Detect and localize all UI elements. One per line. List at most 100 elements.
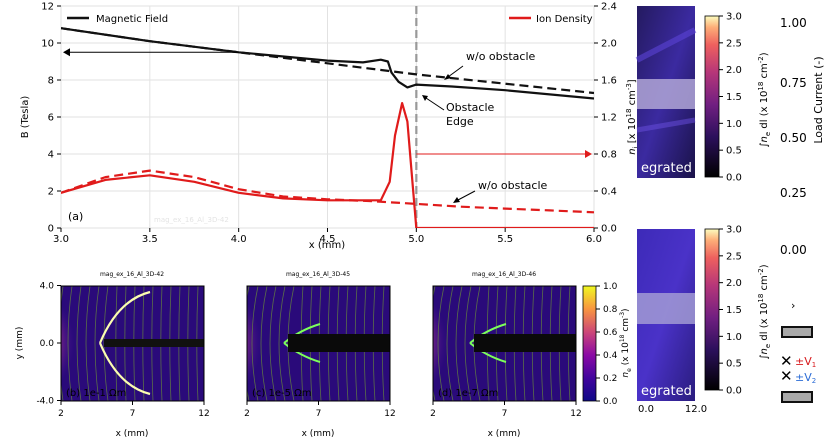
strip-cb-top-tick-label-3: 1.5 [726,92,742,103]
map-obstacle-c [288,334,390,352]
pointer-wo-bottom-head [453,197,460,203]
map-x-tick-label-2-0: 2 [430,409,436,419]
cb1-exp: 18 [619,334,626,342]
map-cb-tick-label-1: 0.2 [603,374,617,384]
ylabel-right-exp: 18 [625,109,633,118]
arrow-b-axis-head [63,48,70,57]
strip-cb-bottom-tick-label-1: 0.5 [726,359,742,370]
y-left-tick-label-6: 12 [41,2,54,13]
map-panel-b: mag_ex_16_Al_3D-42 (b) 1e-1 Ωm [60,271,205,402]
strip-cb-top-tick-label-0: 0.0 [726,173,742,184]
map-shock-upper-c [283,323,321,344]
map-x-tick-label-2-1: 7 [502,409,508,419]
circuit-cross-1-icon: ✕ [780,352,793,370]
pointer-wo-top-head [444,74,451,80]
circuit-v1-text: ±V [795,355,812,368]
y-left-tick-label-3: 6 [48,113,54,124]
cb2b-close: ) [759,264,770,268]
strip-colorbar-label-bottom: ∫ne dl (x 1018 cm-2) [757,264,772,359]
x-tick-label-5: 5.5 [497,234,513,245]
annotation-wo-obstacle-top: w/o obstacle [466,50,536,63]
load-tick-5: 0.00 [780,243,807,257]
map-image-d [433,286,576,401]
cb1-exp2: -3 [619,312,626,318]
main-y-label-left: B (Tesla) [20,96,31,139]
fieldLinesB-line-4 [94,286,100,401]
map-panel-d: mag_ex_16_Al_3D-46 (d) 1e-7 Ωm [432,271,577,402]
map-x-tick-label-1-2: 12 [384,409,395,419]
cb2t-e: e [764,132,772,136]
cb2t-exp: 18 [757,82,765,91]
circuit-resistor-bottom [781,391,813,403]
map-title-c: mag_ex_16_Al_3D-45 [286,271,350,278]
series-line-1 [61,27,594,95]
pointer-wo-top [447,65,464,78]
annotation-wo-obstacle-bottom: w/o obstacle [478,179,548,192]
cb2b-int: ∫ [759,354,770,359]
main-y-label-right: ni [x 1018 cm-3] [625,79,640,155]
circuit-v2-text: ±V [795,371,812,384]
map-label-c: (c) 1e-5 Ωm [252,388,312,399]
strip-colorbar-label-top: ∫ne dl (x 1018 cm-2) [757,52,772,147]
x-tick-label-2: 4.0 [231,234,247,245]
map-cb-tick-label-4: 0.8 [603,305,618,315]
main-y-ticks-left: 0 2 4 6 8 10 12 [41,2,61,235]
strip-cb-bottom-tick-label-0: 0.0 [726,386,742,397]
map-y-tick-label-2: -4.0 [36,397,54,407]
circuit-mark: › [791,299,795,312]
map-image-c [247,286,390,401]
fieldLinesC-line-3 [269,286,277,401]
legend-ion: Ion Density [509,14,593,25]
map-shock-lower-c [283,342,321,363]
map-colorbar-label: ne (x 1018 cm-3) [619,308,633,377]
ylabel-right-i: i [632,146,640,148]
map-ticks: 2 7 12 2 7 12 2 7 12 4.0 0.0 -4.0 [36,282,581,420]
cb1-e: e [626,368,633,372]
arrow-ni-axis-head [585,150,592,158]
load-tick-3: 0.50 [780,131,807,145]
cb2b-mid: dl (x 10 [759,303,770,344]
map-y-tick-label-1: 0.0 [40,339,55,349]
legend-magnetic: Magnetic Field [67,14,168,25]
ylabel-right-cm: cm [627,90,638,108]
main-x-label: x (mm) [309,240,345,251]
map-shock-upper-b [98,290,151,344]
circuit-v2-sub: 2 [812,377,816,385]
strip-top: egrated [635,6,697,178]
cb1-mid: (x 10 [621,342,631,368]
density-maps: mag_ex_16_Al_3D-42 (b) 1e-1 Ωm mag_ex_16… [15,271,633,439]
ylabel-right-exp2: -3 [625,83,633,90]
fieldLinesD-line-2 [446,286,454,401]
fieldLinesB-line-0 [61,286,64,401]
load-current-axis: 1.00 0.75 0.50 0.25 0.00 Load Current (-… [780,16,825,257]
map-x-label-d: x (mm) [488,429,521,439]
strip-top-streak [635,27,697,63]
map-image-b [61,286,204,401]
fieldLinesD-line-1 [437,286,445,401]
strip-cb-top-tick-label-6: 3.0 [726,12,742,23]
strip-cb-top-tick-label-2: 1.0 [726,119,742,130]
fieldLinesD-line-3 [455,286,463,401]
cb2b-cm: cm [759,275,770,293]
y-left-tick-label-5: 10 [41,39,54,50]
map-x-label-b: x (mm) [116,429,149,439]
map-obstacle-b [104,339,204,347]
circuit-diagram: › ✕ ✕ ±V1 ±V2 [780,299,816,403]
x-tick-label-0: 3.0 [53,234,69,245]
strip-top-band [637,79,695,109]
map-cb-tick-label-3: 0.6 [603,328,618,338]
y-right-tick-label-2: 0.8 [601,150,617,161]
strip-colorbar-ticks: 0.0 0.5 1.0 1.5 2.0 2.5 3.0 0.0 0.5 1.0 1.5 2.0 2.5 3… [719,12,742,397]
cb2t-int: ∫ [759,142,770,147]
map-cb-tick-label-0: 0.0 [603,397,618,407]
strip-cb-top-tick-label-4: 2.0 [726,65,742,76]
series-line-0 [61,27,594,100]
y-left-tick-label-0: 0 [48,224,54,235]
map-panel-c: mag_ex_16_Al_3D-45 (c) 1e-5 Ωm [246,271,391,402]
annotation-obstacle: Obstacle [446,101,495,114]
cb2b-n: n [759,348,770,354]
map-x-tick-label-0-1: 7 [130,409,136,419]
map-title-b: mag_ex_16_Al_3D-42 [100,271,164,278]
y-right-tick-label-1: 0.4 [601,187,617,198]
